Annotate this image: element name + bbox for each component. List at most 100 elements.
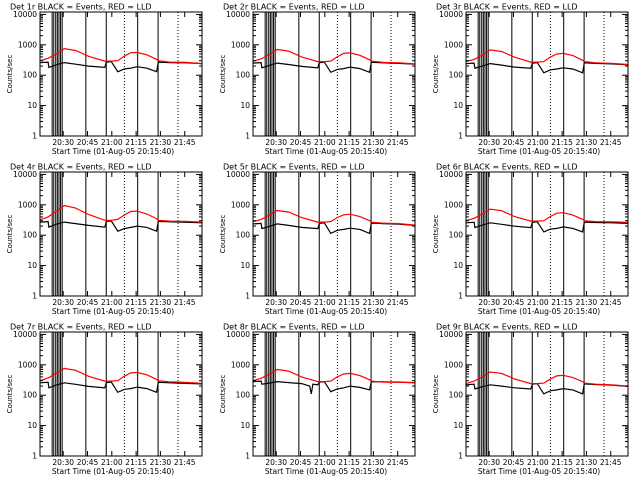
x-tick-label: 21:15 <box>551 298 573 307</box>
y-tick-label: 1000 <box>231 200 250 209</box>
panel-title: Det 1r BLACK = Events, RED = LLD <box>10 3 152 12</box>
x-tick-label: 21:45 <box>600 298 622 307</box>
lld-series-line <box>39 47 203 65</box>
y-tick-label: 100 <box>236 71 251 80</box>
x-tick-label: 20:30 <box>265 138 287 147</box>
detector-panel-4: 1 10 100 1000 10000 20:30 20:45 21:00 21:15 21:30… <box>6 163 203 316</box>
x-tick-label: 20:45 <box>503 458 525 467</box>
events-series-line <box>39 220 203 233</box>
panel-title: Det 9r BLACK = Events, RED = LLD <box>436 323 578 332</box>
x-tick-label: 20:30 <box>52 298 74 307</box>
x-tick-label: 21:30 <box>150 138 172 147</box>
x-tick-label: 21:00 <box>527 458 549 467</box>
x-tick-label: 20:30 <box>478 138 500 147</box>
lld-series-line <box>465 208 629 223</box>
x-tick-label: 21:30 <box>576 138 598 147</box>
plot-frame <box>465 331 629 457</box>
x-tick-label: 21:30 <box>363 138 385 147</box>
y-axis-label: Counts/sec <box>432 215 440 254</box>
x-tick-label: 21:45 <box>600 138 622 147</box>
y-tick-label: 1000 <box>231 40 250 49</box>
y-tick-label: 10 <box>240 421 250 430</box>
y-tick-label: 10000 <box>439 10 463 19</box>
x-tick-label: 21:45 <box>387 298 409 307</box>
y-tick-label: 1 <box>32 292 37 301</box>
x-tick-label: 20:45 <box>503 138 525 147</box>
x-tick-label: 20:30 <box>265 298 287 307</box>
detector-panel-8: 1 10 100 1000 10000 20:30 20:45 21:00 21:15 21:30… <box>219 323 416 476</box>
x-tick-label: 20:30 <box>265 458 287 467</box>
x-tick-label: 21:30 <box>363 458 385 467</box>
y-tick-label: 100 <box>236 231 251 240</box>
events-series-line <box>39 60 203 73</box>
x-tick-label: 20:45 <box>290 138 312 147</box>
x-tick-label: 20:45 <box>77 138 99 147</box>
y-tick-label: 10000 <box>13 170 37 179</box>
y-axis-label: Counts/sec <box>432 375 440 414</box>
x-tick-label: 21:30 <box>150 458 172 467</box>
y-tick-label: 10 <box>453 421 463 430</box>
x-tick-label: 20:45 <box>503 298 525 307</box>
y-axis-label: Counts/sec <box>6 215 14 254</box>
x-tick-label: 21:15 <box>125 298 147 307</box>
events-series-line <box>465 61 629 74</box>
y-tick-label: 100 <box>449 231 464 240</box>
y-tick-label: 1 <box>245 292 250 301</box>
events-series-line <box>252 61 416 74</box>
x-tick-label: 21:45 <box>174 298 196 307</box>
panel-title: Det 2r BLACK = Events, RED = LLD <box>223 3 365 12</box>
x-axis-label: Start Time (01-Aug-05 20:15:40) <box>265 467 387 476</box>
plot-frame <box>39 11 203 137</box>
detector-panel-3: 1 10 100 1000 10000 20:30 20:45 21:00 21:15 21:30… <box>432 3 629 156</box>
x-tick-label: 21:15 <box>338 138 360 147</box>
x-tick-label: 21:15 <box>551 458 573 467</box>
y-tick-label: 100 <box>23 231 38 240</box>
events-series-line <box>465 221 629 233</box>
lld-series-line <box>39 204 203 223</box>
panel-title: Det 6r BLACK = Events, RED = LLD <box>436 163 578 172</box>
lld-series-line <box>252 48 416 65</box>
x-tick-label: 21:30 <box>576 298 598 307</box>
y-tick-label: 1 <box>245 132 250 141</box>
x-tick-label: 21:00 <box>527 298 549 307</box>
x-axis-label: Start Time (01-Aug-05 20:15:40) <box>265 147 387 156</box>
lld-series-line <box>465 371 629 387</box>
y-tick-label: 100 <box>23 391 38 400</box>
detector-panel-7: 1 10 100 1000 10000 20:30 20:45 21:00 21:15 21:30… <box>6 323 203 476</box>
x-axis-label: Start Time (01-Aug-05 20:15:40) <box>478 467 600 476</box>
x-tick-label: 21:00 <box>527 138 549 147</box>
plot-frame <box>39 331 203 457</box>
y-tick-label: 10000 <box>439 170 463 179</box>
y-axis-label: Counts/sec <box>219 55 227 94</box>
y-tick-label: 10 <box>27 101 37 110</box>
lld-series-line <box>39 367 203 384</box>
detector-panel-9: 1 10 100 1000 10000 20:30 20:45 21:00 21:15 21:30… <box>432 323 629 476</box>
y-tick-label: 1 <box>32 452 37 461</box>
x-axis-label: Start Time (01-Aug-05 20:15:40) <box>478 307 600 316</box>
panel-title: Det 8r BLACK = Events, RED = LLD <box>223 323 365 332</box>
y-tick-label: 100 <box>449 391 464 400</box>
y-tick-label: 100 <box>23 71 38 80</box>
x-tick-label: 20:30 <box>52 458 74 467</box>
plot-frame <box>39 171 203 297</box>
panel-title: Det 7r BLACK = Events, RED = LLD <box>10 323 152 332</box>
y-tick-label: 100 <box>449 71 464 80</box>
x-tick-label: 20:30 <box>478 298 500 307</box>
y-tick-label: 1 <box>458 452 463 461</box>
lld-series-line <box>252 209 416 226</box>
x-tick-label: 21:00 <box>314 138 336 147</box>
y-tick-label: 1000 <box>444 40 463 49</box>
y-tick-label: 10 <box>453 101 463 110</box>
x-tick-label: 21:00 <box>314 458 336 467</box>
x-axis-label: Start Time (01-Aug-05 20:15:40) <box>52 307 174 316</box>
y-tick-label: 1 <box>458 292 463 301</box>
panel-title: Det 4r BLACK = Events, RED = LLD <box>10 163 152 172</box>
x-tick-label: 21:00 <box>101 138 123 147</box>
x-tick-label: 21:45 <box>174 138 196 147</box>
y-tick-label: 1000 <box>444 360 463 369</box>
x-axis-label: Start Time (01-Aug-05 20:15:40) <box>52 467 174 476</box>
lld-series-line <box>252 368 416 384</box>
y-tick-label: 1000 <box>18 200 37 209</box>
panel-title: Det 3r BLACK = Events, RED = LLD <box>436 3 578 12</box>
y-tick-label: 10000 <box>226 170 250 179</box>
